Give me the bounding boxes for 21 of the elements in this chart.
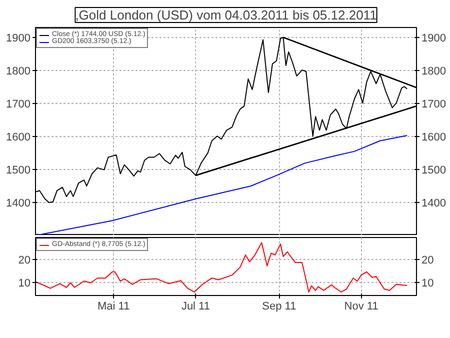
y-tick-label: 1400 [6,197,31,210]
x-tick-label: Nov 11 [344,300,378,312]
y2-tick-label: 20 [422,254,434,267]
y2-tick-label: 10 [422,278,434,290]
y-tick-label: 1500 [6,164,31,176]
y2-tick-label: 1500 [422,164,446,176]
y2-tick-label: 1800 [422,65,446,78]
x-tick-label: Mai 11 [97,300,130,312]
y2-tick-label: 1700 [422,98,446,110]
y-tick-label: 1900 [6,32,31,44]
y-tick-label: 20 [18,254,31,267]
y-tick-label: 1600 [6,131,31,144]
y2-tick-label: 1400 [422,197,446,210]
chart-title: ,Gold London (USD) vom 04.03.2011 bis 05.12.2011 [75,8,377,22]
y-tick-label: 1800 [6,65,31,78]
y-tick-label: 1700 [6,98,31,110]
y-tick-label: 10 [18,278,31,290]
x-tick-label: Sep 11 [262,300,296,312]
x-tick-label: Jul 11 [181,300,210,312]
y2-tick-label: 1900 [422,32,446,44]
y2-tick-label: 1600 [422,131,446,144]
